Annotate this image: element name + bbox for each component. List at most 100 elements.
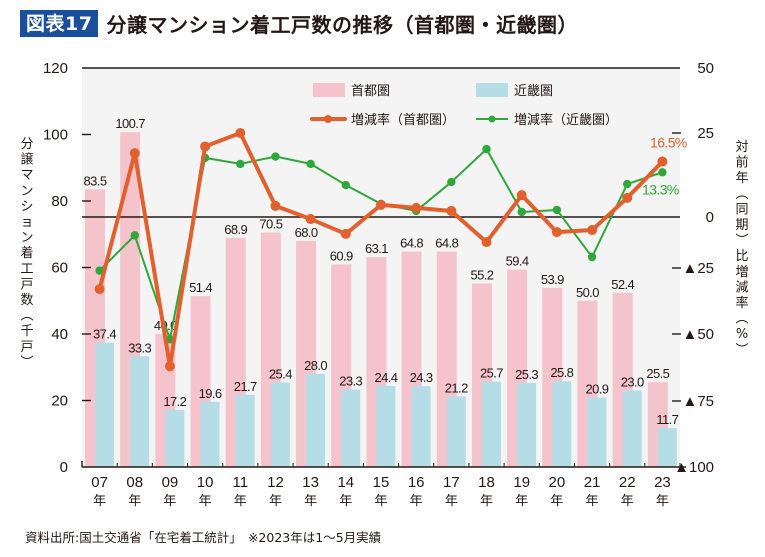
bar-label-kinki-22: 23.0: [621, 375, 644, 390]
svg-text:戸: 戸: [20, 340, 33, 355]
svg-text:比: 比: [735, 249, 748, 264]
kinki-rate-point-11: [236, 159, 245, 169]
kinki-rate-point-18: [482, 144, 491, 154]
bar-label-kinki-20: 25.8: [550, 365, 573, 380]
x-tick-label: 11: [233, 474, 249, 491]
svg-text:%: %: [736, 327, 748, 342]
bar-kinki-09: [165, 409, 185, 467]
tokyo-rate-point-19: [516, 190, 527, 201]
kinki-rate-point-14: [341, 180, 351, 190]
x-tick-suffix: 年: [163, 494, 176, 509]
svg-text:シ: シ: [20, 199, 33, 214]
bar-kinki-15: [376, 385, 396, 467]
legend-swatch-tokyo: [313, 83, 345, 97]
y-left-tick-label: 0: [60, 459, 68, 476]
bar-kinki-17: [446, 396, 466, 467]
tokyo-rate-point-18: [481, 237, 492, 248]
x-tick-label: 09: [162, 474, 179, 491]
kinki-rate-point-07: [95, 266, 104, 275]
kinki-rate-point-23: [658, 168, 667, 177]
x-tick-suffix: 年: [269, 494, 282, 509]
x-tick-label: 23: [654, 474, 671, 491]
svg-text:同: 同: [735, 202, 748, 217]
bar-kinki-19: [517, 382, 537, 467]
y-left-tick-label: 60: [51, 260, 68, 277]
svg-text:対: 対: [735, 140, 748, 155]
bar-label-kinki-12: 25.4: [269, 367, 292, 382]
legend-swatch-kinki: [476, 83, 508, 97]
svg-text:譲: 譲: [20, 152, 33, 168]
x-tick-label: 18: [478, 474, 495, 491]
bar-kinki-23: [657, 428, 677, 467]
bar-kinki-16: [411, 386, 431, 467]
kinki-rate-point-20: [552, 205, 562, 215]
bar-label-tokyo-21: 50.0: [576, 285, 599, 300]
y-left-axis-title: 分譲マンション着工戸数︵千戸︶: [20, 137, 33, 370]
bar-label-kinki-09: 17.2: [163, 394, 186, 409]
x-tick-label: 22: [619, 474, 636, 491]
y-left-tick-label: 40: [51, 326, 68, 343]
bar-label-kinki-15: 24.4: [374, 370, 397, 385]
bar-label-tokyo-22: 52.4: [611, 277, 634, 292]
bar-label-kinki-11: 21.7: [234, 379, 257, 394]
x-tick-label: 08: [126, 474, 143, 491]
bar-kinki-10: [200, 401, 220, 467]
x-tick-suffix: 年: [93, 494, 106, 509]
x-tick-suffix: 年: [550, 494, 563, 509]
svg-text:ン: ン: [20, 184, 33, 199]
x-tick-label: 20: [549, 474, 566, 491]
x-tick-label: 17: [443, 474, 460, 491]
x-tick-label: 07: [91, 474, 108, 491]
tokyo-rate-point-23: [657, 156, 668, 167]
bar-label-tokyo-10: 51.4: [189, 280, 212, 295]
bar-label-tokyo-17: 64.8: [435, 236, 458, 251]
legend-marker-tokyo-rate: [324, 115, 332, 123]
x-tick-suffix: 年: [515, 494, 528, 509]
tokyo-rate-end-label: 16.5%: [650, 135, 687, 151]
tokyo-rate-point-08: [129, 148, 140, 159]
svg-text:分: 分: [20, 137, 33, 152]
x-tick-label: 21: [584, 474, 601, 491]
x-tick-suffix: 年: [304, 494, 317, 509]
tokyo-rate-point-12: [270, 200, 281, 211]
svg-text:戸: 戸: [20, 277, 33, 292]
bar-label-kinki-21: 20.9: [586, 382, 609, 397]
svg-text:数: 数: [20, 293, 33, 308]
tokyo-rate-point-11: [235, 128, 246, 138]
tokyo-rate-point-10: [200, 141, 211, 152]
tokyo-rate-point-09: [164, 361, 175, 372]
bar-label-kinki-07: 37.4: [93, 327, 116, 342]
x-tick-label: 15: [373, 474, 390, 491]
x-tick-label: 13: [302, 474, 319, 491]
svg-text:減: 減: [735, 279, 748, 295]
tokyo-rate-point-22: [622, 192, 633, 203]
legend-marker-kinki-rate: [488, 115, 496, 123]
figure-title-row: 図表17 分譲マンション着工戸数の推移（首都圏・近畿圏）: [20, 8, 578, 38]
chart-title: 分譲マンション着工戸数の推移（首都圏・近畿圏）: [106, 12, 578, 37]
kinki-rate-point-17: [447, 177, 456, 187]
bar-label-tokyo-13: 68.0: [295, 225, 318, 240]
x-tick-suffix: 年: [410, 494, 423, 509]
tokyo-rate-point-20: [551, 227, 562, 238]
x-tick-suffix: 年: [586, 494, 599, 509]
x-tick-label: 14: [337, 474, 354, 491]
svg-text:マ: マ: [20, 168, 33, 183]
bar-label-kinki-17: 21.2: [445, 381, 468, 396]
bar-kinki-12: [270, 382, 290, 467]
bar-kinki-11: [235, 394, 255, 467]
svg-text:率: 率: [735, 295, 748, 311]
kinki-rate-point-22: [623, 179, 632, 189]
bar-label-tokyo-18: 55.2: [470, 267, 493, 282]
x-tick-suffix: 年: [374, 494, 387, 509]
legend-label-kinki: 近畿圏: [514, 84, 553, 99]
x-tick-label: 10: [197, 474, 214, 491]
x-tick-suffix: 年: [621, 494, 634, 509]
bar-kinki-18: [481, 381, 501, 467]
y-left-tick-label: 20: [51, 393, 68, 410]
y-right-tick-label: 0: [706, 209, 714, 226]
bar-label-kinki-13: 28.0: [304, 358, 327, 373]
bar-label-kinki-14: 23.3: [339, 374, 362, 389]
legend-label-tokyo-rate: 増減率（首都圏）: [351, 112, 455, 128]
